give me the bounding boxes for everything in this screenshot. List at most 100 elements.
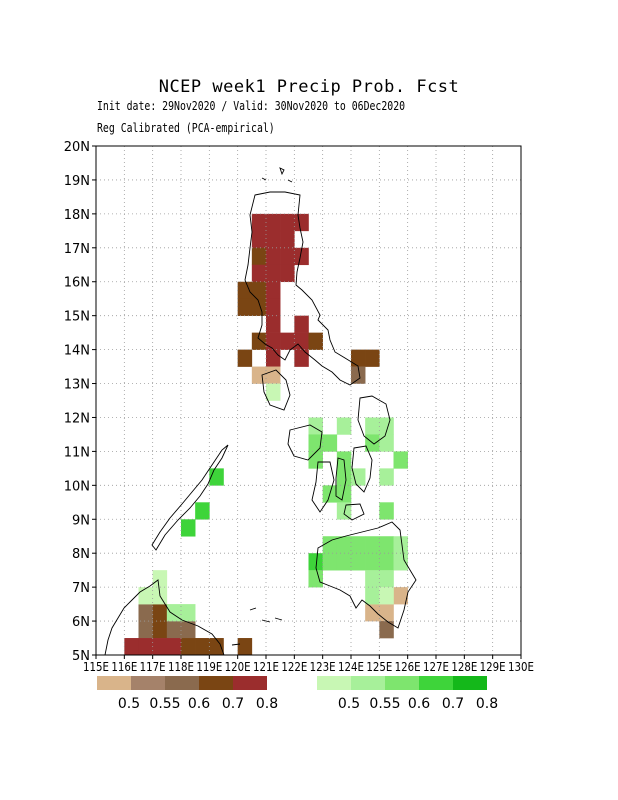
dry-cell	[251, 230, 267, 249]
wet-legend-label: 0.55	[369, 696, 400, 712]
wet-cell	[336, 468, 352, 486]
lon-tick-label: 118E	[168, 660, 194, 674]
dry-cell	[195, 638, 210, 656]
dry-cell	[266, 247, 281, 266]
dry-cell	[393, 587, 408, 605]
dry-legend-label: 0.7	[222, 696, 244, 712]
wet-legend-swatch	[351, 676, 385, 690]
dry-cell	[237, 349, 253, 367]
wet-cell	[351, 536, 366, 554]
dry-cell	[251, 366, 267, 384]
wet-cell	[365, 570, 380, 588]
wet-legend-swatch	[419, 676, 453, 690]
dry-cell	[124, 638, 139, 656]
dry-legend-swatch	[165, 676, 199, 690]
dry-cell	[266, 349, 281, 367]
dry-cell	[266, 230, 281, 249]
lon-tick-label: 115E	[83, 660, 109, 674]
dry-cell	[351, 366, 366, 384]
wet-cell	[379, 502, 394, 520]
wet-legend-label: 0.7	[442, 696, 464, 712]
dry-cell	[152, 621, 168, 639]
dry-cell	[308, 332, 323, 350]
wet-cell	[365, 553, 380, 571]
wet-cell	[308, 451, 323, 469]
dry-cell	[266, 315, 281, 333]
dry-cell	[138, 604, 153, 622]
wet-cell	[308, 417, 323, 435]
lat-tick-label: 20N	[64, 140, 90, 155]
wet-cell	[322, 434, 338, 452]
lon-tick-label: 130E	[508, 660, 534, 674]
wet-cell	[365, 417, 380, 435]
wet-cell	[266, 383, 281, 401]
dry-cell	[379, 621, 394, 639]
lat-tick-label: 12N	[64, 411, 90, 426]
dry-cell	[280, 264, 295, 283]
wet-cell	[308, 434, 323, 452]
dry-legend-label: 0.8	[256, 696, 278, 712]
coastlines	[104, 167, 417, 656]
wet-legend-swatch	[385, 676, 419, 690]
lat-tick-label: 13N	[64, 378, 90, 393]
dry-cell	[237, 638, 253, 656]
dry-legend-swatch	[131, 676, 165, 690]
lat-tick-label: 11N	[64, 445, 90, 460]
lat-tick-label: 16N	[64, 276, 90, 291]
dry-cell	[294, 315, 309, 333]
dry-cell	[294, 213, 309, 232]
wet-cell	[308, 553, 323, 571]
wet-cell	[152, 570, 168, 588]
wet-legend-swatch	[317, 676, 351, 690]
lat-tick-label: 15N	[64, 310, 90, 325]
dry-cell	[166, 638, 182, 656]
lon-tick-label: 123E	[310, 660, 336, 674]
wet-cell	[379, 536, 394, 554]
dry-cell	[138, 621, 153, 639]
dry-cell	[266, 332, 281, 350]
lat-tick-label: 9N	[72, 513, 90, 528]
lat-tick-label: 19N	[64, 174, 90, 189]
wet-cell	[365, 587, 380, 605]
dry-cell	[365, 604, 380, 622]
wet-cell	[351, 468, 366, 486]
grid-lines	[96, 146, 521, 655]
wet-cell	[336, 536, 352, 554]
lon-tick-label: 122E	[281, 660, 307, 674]
dry-cell	[294, 247, 309, 266]
wet-cell	[336, 485, 352, 503]
dry-cell	[152, 638, 168, 656]
dry-cell	[266, 298, 281, 316]
wet-cell	[379, 587, 394, 605]
lon-tick-label: 119E	[196, 660, 222, 674]
dry-cell	[280, 332, 295, 350]
dry-cell	[251, 264, 267, 283]
lon-tick-label: 126E	[395, 660, 421, 674]
wet-cell	[138, 587, 153, 605]
dry-legend: 0.5 0.55 0.6 0.7 0.8	[97, 676, 278, 712]
wet-cell	[308, 570, 323, 588]
calibration-subtitle: Reg Calibrated (PCA-empirical)	[97, 121, 275, 135]
wet-cell	[379, 553, 394, 571]
forecast-cells	[124, 213, 408, 656]
dry-cell	[280, 247, 295, 266]
lat-tick-label: 18N	[64, 208, 90, 223]
lat-tick-label: 10N	[64, 479, 90, 494]
dry-legend-swatch	[233, 676, 267, 690]
dry-cell	[181, 638, 196, 656]
lon-tick-label: 117E	[140, 660, 166, 674]
lon-tick-label: 129E	[480, 660, 506, 674]
dry-cell	[266, 264, 281, 283]
chart-title: NCEP week1 Precip Prob. Fcst	[158, 77, 460, 97]
dry-cell	[237, 298, 253, 316]
wet-cell	[336, 417, 352, 435]
dry-legend-label: 0.55	[149, 696, 180, 712]
wet-cell	[209, 468, 224, 486]
lon-tick-label: 127E	[423, 660, 449, 674]
wet-cell	[322, 536, 338, 554]
lon-tick-label: 128E	[451, 660, 477, 674]
map-frame	[95, 145, 522, 656]
lon-tick-label: 121E	[253, 660, 279, 674]
dry-cell	[280, 230, 295, 249]
dry-cell	[251, 298, 267, 316]
